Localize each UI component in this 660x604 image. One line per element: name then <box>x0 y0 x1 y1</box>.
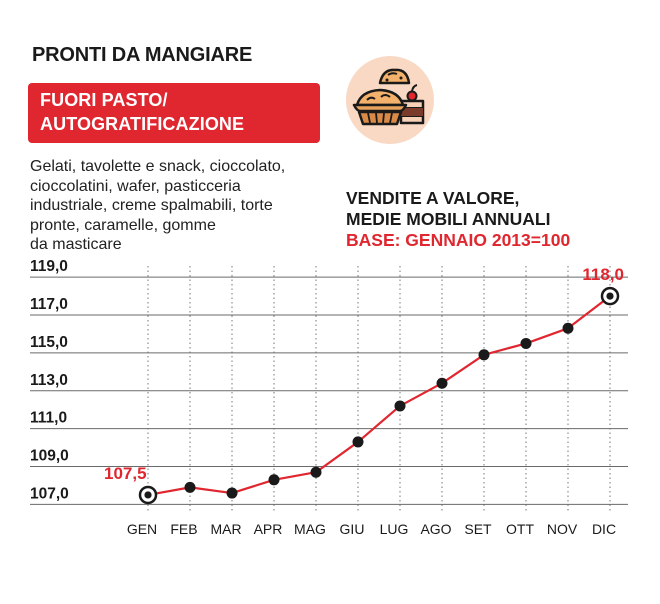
x-tick-label: OTT <box>506 521 534 537</box>
y-tick-label: 115,0 <box>30 334 68 351</box>
data-point <box>226 487 238 499</box>
highlight-point <box>144 491 152 499</box>
highlight-point <box>606 292 614 300</box>
description-line: industriale, creme spalmabili, torte <box>30 197 273 214</box>
data-point <box>520 337 532 349</box>
chart-title-line: VENDITE A VALORE, <box>346 188 520 208</box>
data-point <box>478 349 490 361</box>
data-point <box>268 474 280 486</box>
data-point <box>436 377 448 389</box>
data-point <box>352 436 364 448</box>
description-line: da masticare <box>30 236 122 253</box>
category-description: Gelati, tavolette e snack, cioccolato, c… <box>30 157 340 255</box>
x-tick-label: MAG <box>294 521 326 537</box>
chart-base-label: BASE: GENNAIO 2013=100 <box>346 230 571 250</box>
y-tick-label: 119,0 <box>30 258 68 275</box>
x-tick-label: GIU <box>340 521 365 537</box>
description-line: cioccolatini, wafer, pasticceria <box>30 177 241 195</box>
pie-and-cake-icon <box>345 55 435 145</box>
x-tick-label: SET <box>464 521 492 537</box>
y-tick-label: 111,0 <box>30 410 67 427</box>
x-tick-label: NOV <box>547 521 578 537</box>
data-label: 107,5 <box>104 464 147 483</box>
description-line: pronte, caramelle, gomme <box>30 216 216 234</box>
data-point <box>184 481 196 493</box>
y-tick-label: 107,0 <box>30 485 69 502</box>
data-point <box>562 322 574 334</box>
chart-title-line: MEDIE MOBILI ANNUALI <box>346 209 551 229</box>
chart-heading: PRONTI DA MANGIARE <box>32 44 253 66</box>
x-tick-label: DIC <box>592 521 616 537</box>
data-label: 118,0 <box>582 265 624 284</box>
y-tick-label: 113,0 <box>30 372 68 389</box>
y-tick-label: 117,0 <box>30 296 68 313</box>
category-label-line1: FUORI PASTO/ <box>40 90 168 110</box>
x-tick-label: GEN <box>127 521 157 537</box>
x-tick-label: MAR <box>210 521 241 537</box>
series-line <box>147 295 611 497</box>
x-tick-label: AGO <box>420 521 451 537</box>
data-point <box>310 466 322 478</box>
y-tick-label: 109,0 <box>30 448 69 465</box>
description-line: Gelati, tavolette e snack, cioccolato, <box>30 158 286 175</box>
category-banner: FUORI PASTO/ AUTOGRATIFICAZIONE <box>28 83 320 143</box>
data-point <box>394 400 406 412</box>
chart-subtitle: VENDITE A VALORE, MEDIE MOBILI ANNUALI B… <box>346 188 570 251</box>
category-label-line2: AUTOGRATIFICAZIONE <box>40 114 245 134</box>
x-tick-label: FEB <box>170 521 197 537</box>
x-tick-label: APR <box>254 521 283 537</box>
x-tick-label: LUG <box>380 521 409 537</box>
